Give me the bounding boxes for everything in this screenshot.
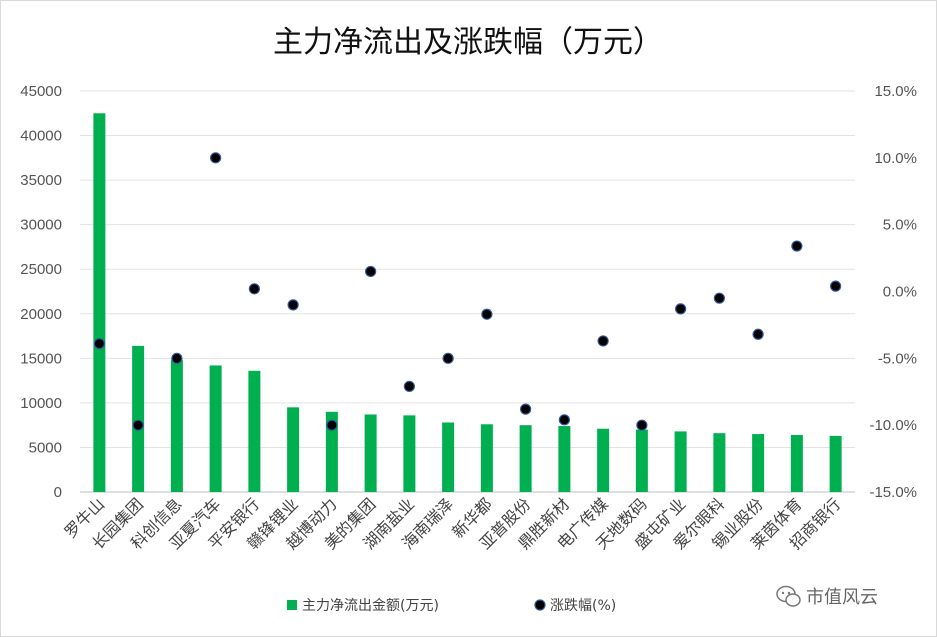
y-left-tick-label: 35000 <box>20 172 62 189</box>
bar <box>248 370 261 492</box>
wechat-icon <box>776 585 801 607</box>
bar <box>403 415 416 492</box>
watermark: 市值风云 <box>776 585 878 608</box>
y-left-tick-label: 10000 <box>20 395 62 412</box>
bar <box>519 425 532 492</box>
y-left-tick-label: 20000 <box>20 306 62 323</box>
data-point <box>752 328 764 340</box>
y-left-tick-label: 40000 <box>20 128 62 145</box>
bar <box>132 345 145 492</box>
y-left-tick-label: 15000 <box>20 350 62 367</box>
y-axis-right: -15.0% -10.0% -5.0% 0.0% 5.0% 10.0% 15.0% <box>869 83 917 501</box>
legend-bar-label: 主力净流出金额(万元) <box>302 598 439 614</box>
bar <box>93 113 106 493</box>
data-point <box>636 419 648 431</box>
y-right-tick-label: 0.0% <box>883 284 917 301</box>
y-axis-left: 0 5000 10000 15000 20000 25000 30000 35000 40000… <box>20 83 62 501</box>
data-point <box>93 338 105 350</box>
data-point <box>791 240 803 252</box>
bar <box>597 428 610 492</box>
y-right-tick-label: -15.0% <box>869 484 917 501</box>
y-right-tick-label: -10.0% <box>869 417 917 434</box>
data-point <box>210 152 222 164</box>
data-point <box>171 352 183 364</box>
gridlines <box>80 90 855 493</box>
y-right-tick-label: -5.0% <box>878 350 917 367</box>
y-left-tick-label: 30000 <box>20 217 62 234</box>
data-point <box>713 292 725 304</box>
y-left-tick-label: 5000 <box>29 439 62 456</box>
bar-series <box>93 113 842 493</box>
bar <box>170 360 183 492</box>
legend-point-label: 涨跌幅(%) <box>550 598 616 614</box>
data-point <box>365 265 377 278</box>
bar <box>829 435 842 492</box>
bar <box>442 422 455 492</box>
y-left-tick-label: 25000 <box>20 261 62 278</box>
y-right-tick-label: 15.0% <box>874 83 917 100</box>
bar <box>480 424 493 492</box>
data-point <box>403 380 415 393</box>
bar <box>790 434 803 492</box>
y-left-tick-label: 0 <box>54 484 62 501</box>
scatter-series <box>93 152 842 431</box>
data-point <box>326 419 338 431</box>
bar <box>674 431 687 492</box>
data-point <box>481 308 493 320</box>
data-point <box>132 419 144 431</box>
bar <box>325 411 338 492</box>
data-point <box>287 299 299 311</box>
watermark-text: 市值风云 <box>806 587 878 608</box>
chart-title: 主力净流出及涨跌幅（万元） <box>273 25 663 60</box>
y-right-tick-label: 5.0% <box>883 217 917 234</box>
legend: 主力净流出金额(万元) 涨跌幅(%) <box>287 598 616 614</box>
bar <box>558 426 571 492</box>
bar <box>752 434 765 492</box>
data-point <box>442 352 454 364</box>
bar <box>713 433 726 492</box>
bar <box>287 407 300 492</box>
data-point <box>558 414 570 426</box>
data-point <box>248 283 260 295</box>
y-left-tick-label: 45000 <box>20 83 62 100</box>
data-point <box>520 403 532 415</box>
legend-point-swatch <box>534 599 546 611</box>
data-point <box>675 303 687 315</box>
bar <box>635 429 648 492</box>
data-point <box>830 280 842 292</box>
legend-bar-swatch <box>287 600 297 610</box>
bar <box>209 365 222 492</box>
y-right-tick-label: 10.0% <box>874 150 917 167</box>
bar <box>364 414 377 492</box>
data-point <box>597 335 609 347</box>
